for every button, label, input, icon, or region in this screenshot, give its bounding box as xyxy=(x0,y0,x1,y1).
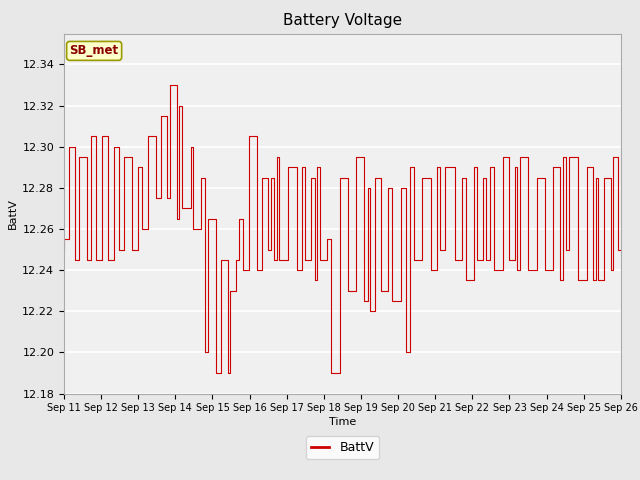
Title: Battery Voltage: Battery Voltage xyxy=(283,13,402,28)
Legend: BattV: BattV xyxy=(306,436,379,459)
Text: SB_met: SB_met xyxy=(70,44,118,58)
Y-axis label: BattV: BattV xyxy=(8,198,18,229)
X-axis label: Time: Time xyxy=(329,418,356,428)
